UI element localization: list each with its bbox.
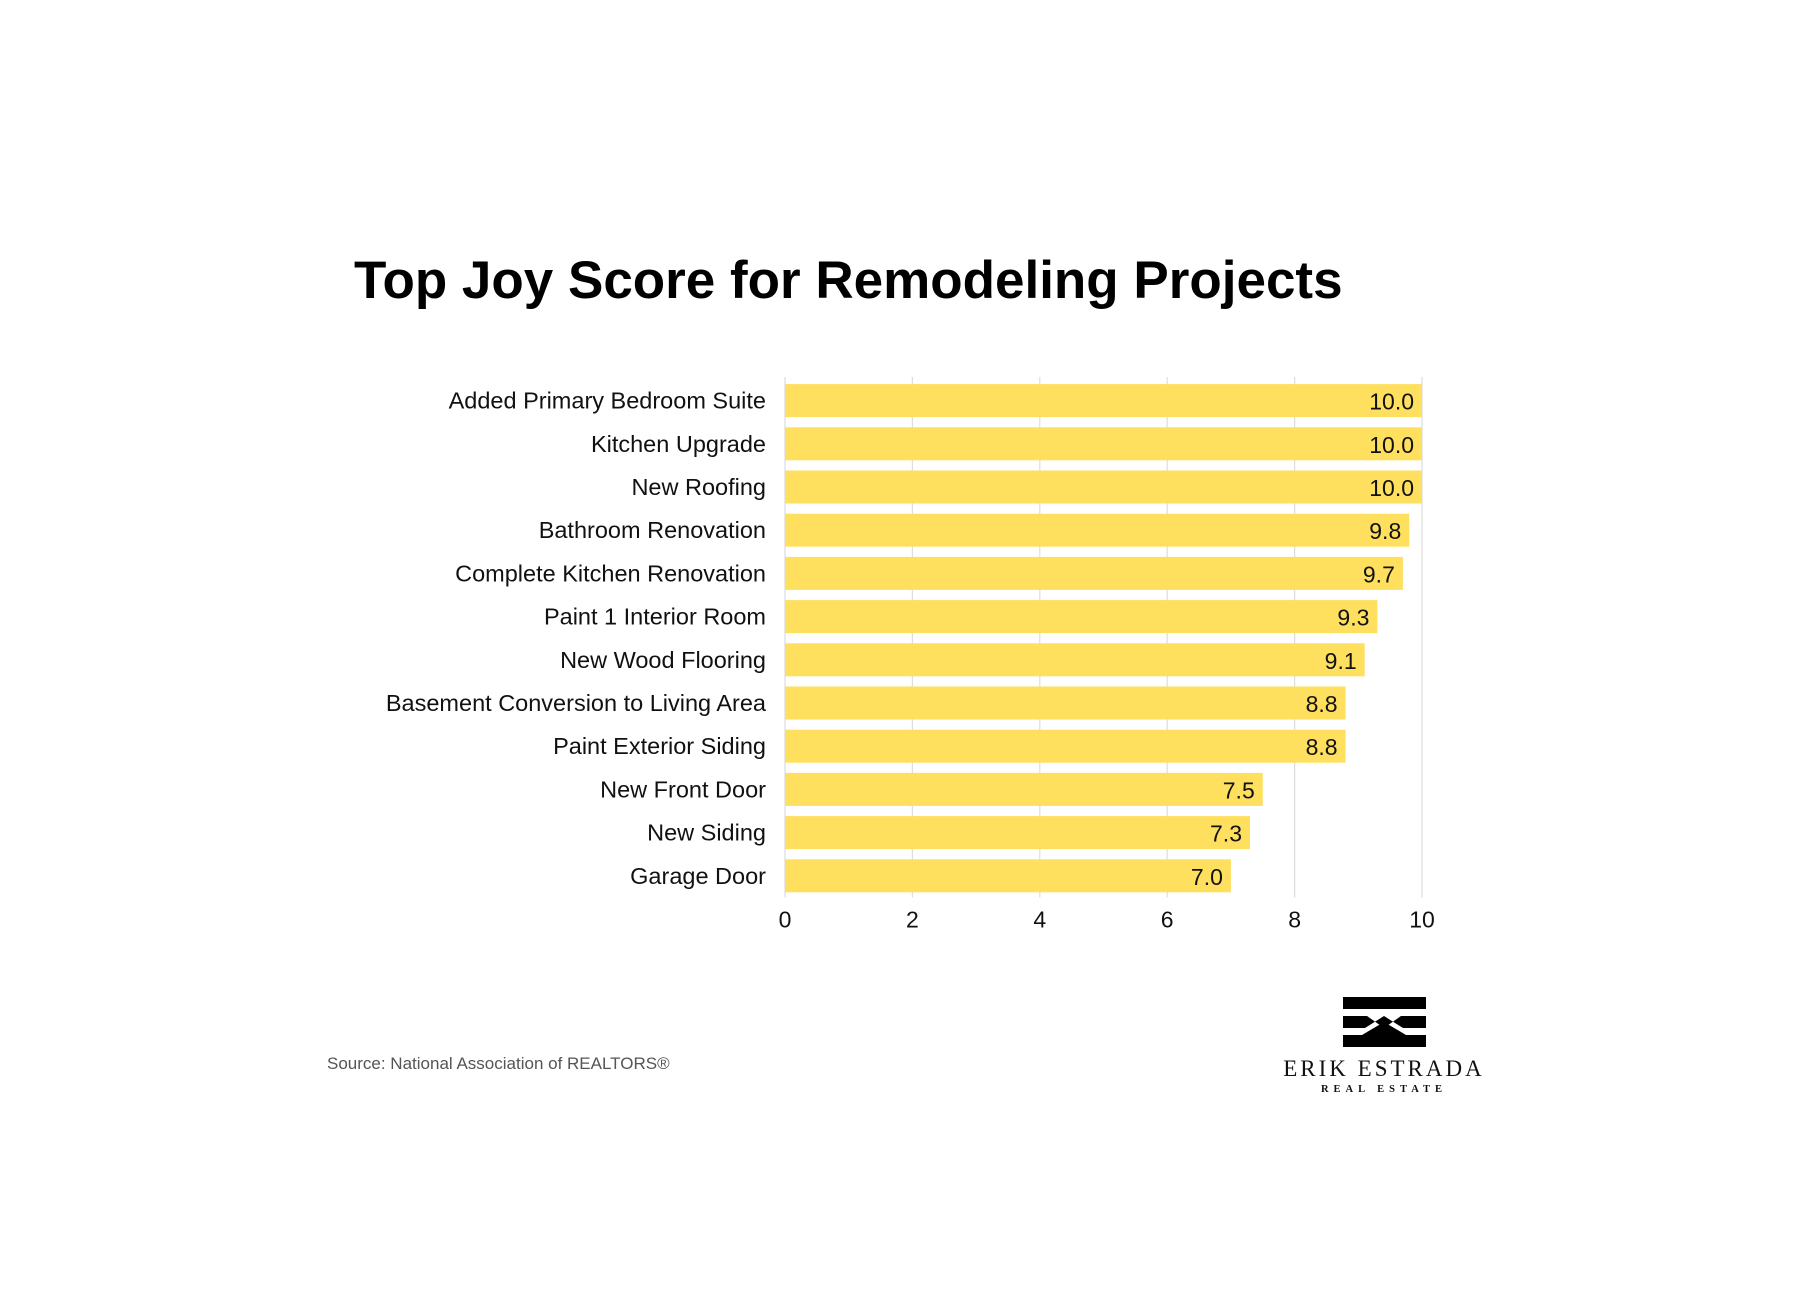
x-axis-ticks: 0 2 4 6 8 10 bbox=[779, 906, 1435, 932]
value-label: 9.3 bbox=[1337, 605, 1369, 631]
category-label: New Front Door bbox=[600, 776, 766, 802]
category-label: Basement Conversion to Living Area bbox=[386, 690, 767, 716]
logo-name: ERIK ESTRADA bbox=[1283, 1056, 1484, 1081]
x-tick-label: 6 bbox=[1161, 906, 1174, 932]
bar bbox=[785, 556, 1403, 590]
bar bbox=[785, 513, 1410, 547]
category-label: New Roofing bbox=[631, 474, 766, 500]
bar bbox=[785, 384, 1422, 418]
category-label: Paint Exterior Siding bbox=[553, 733, 766, 759]
bar bbox=[785, 772, 1263, 806]
value-label: 8.8 bbox=[1306, 691, 1338, 717]
grid-lines bbox=[784, 377, 1423, 898]
value-label: 7.3 bbox=[1210, 821, 1242, 847]
bar bbox=[785, 600, 1378, 634]
x-tick-label: 4 bbox=[1033, 906, 1046, 932]
category-label: Complete Kitchen Renovation bbox=[455, 560, 766, 586]
category-label: New Siding bbox=[647, 820, 766, 846]
category-label: Added Primary Bedroom Suite bbox=[449, 388, 766, 414]
bar bbox=[785, 643, 1365, 677]
value-label: 7.0 bbox=[1191, 864, 1223, 890]
bar bbox=[785, 470, 1422, 504]
value-label: 9.7 bbox=[1363, 561, 1395, 587]
x-tick-label: 0 bbox=[779, 906, 792, 932]
category-labels: Added Primary Bedroom Suite Kitchen Upgra… bbox=[386, 388, 767, 889]
value-label: 9.8 bbox=[1369, 518, 1401, 544]
value-label: 7.5 bbox=[1223, 777, 1255, 803]
category-label: Kitchen Upgrade bbox=[591, 431, 766, 457]
bar bbox=[785, 816, 1251, 850]
bar bbox=[785, 686, 1346, 720]
chart-title: Top Joy Score for Remodeling Projects bbox=[354, 251, 1343, 310]
value-label: 8.8 bbox=[1306, 734, 1338, 760]
bars bbox=[785, 384, 1422, 893]
x-tick-label: 2 bbox=[906, 906, 919, 932]
logo: ERIK ESTRADA REAL ESTATE bbox=[1283, 997, 1484, 1095]
category-label: Paint 1 Interior Room bbox=[544, 604, 766, 630]
logo-tagline: REAL ESTATE bbox=[1321, 1084, 1447, 1095]
category-label: New Wood Flooring bbox=[560, 647, 766, 673]
category-label: Garage Door bbox=[630, 863, 766, 889]
bar bbox=[785, 729, 1346, 763]
bar bbox=[785, 427, 1422, 461]
category-label: Bathroom Renovation bbox=[539, 517, 766, 543]
house-stripes-logo-icon bbox=[1343, 997, 1426, 1047]
value-label: 9.1 bbox=[1325, 648, 1357, 674]
x-tick-label: 10 bbox=[1409, 906, 1435, 932]
value-label: 10.0 bbox=[1369, 389, 1414, 415]
x-tick-label: 8 bbox=[1288, 906, 1301, 932]
value-labels: 10.0 10.0 10.0 9.8 9.7 9.3 9.1 8.8 8.8 7.5 7.3 7.0 bbox=[1191, 389, 1414, 890]
value-label: 10.0 bbox=[1369, 475, 1414, 501]
bar bbox=[785, 859, 1231, 893]
value-label: 10.0 bbox=[1369, 432, 1414, 458]
source-note: Source: National Association of REALTORS… bbox=[327, 1054, 670, 1073]
